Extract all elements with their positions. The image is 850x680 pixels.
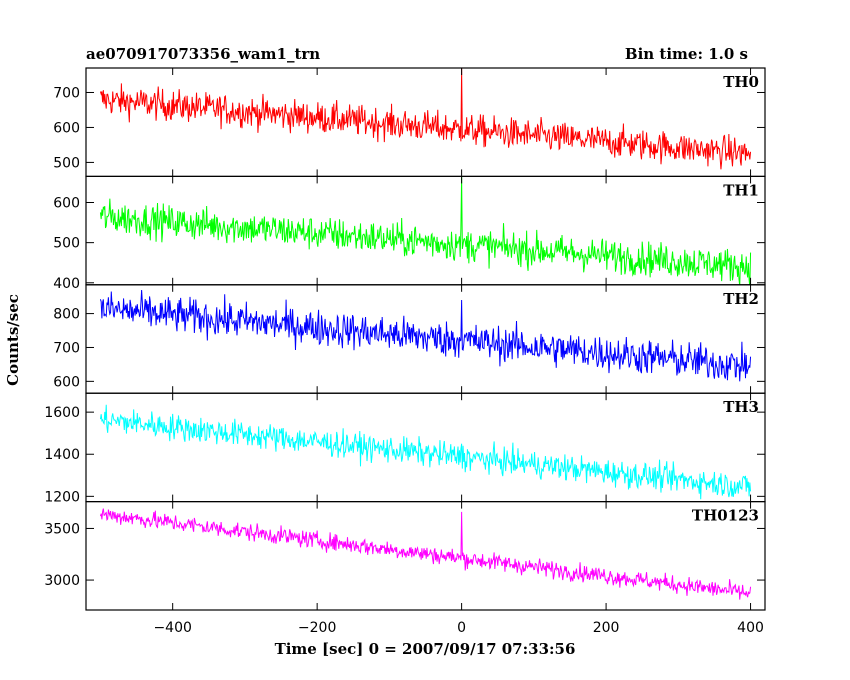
y-tick-label: 800 (53, 307, 80, 323)
panel-th0123: 3000 3500 TH0123 (44, 501, 766, 611)
panel-frame-th3 (85, 392, 766, 503)
y-tick-label: 400 (53, 276, 80, 292)
y-tick-label: 1200 (44, 489, 80, 505)
panel-label-th1: TH1 (723, 181, 759, 199)
y-tick-label: 700 (53, 85, 80, 101)
x-tick-label: 400 (737, 620, 764, 636)
panel-label-th3: TH3 (723, 398, 759, 416)
y-tick-label: 500 (53, 236, 80, 252)
x-tick-label: −400 (153, 620, 191, 636)
x-tick-label: 200 (593, 620, 620, 636)
panel-label-th0: TH0 (723, 73, 759, 91)
y-tick-label: 600 (53, 195, 80, 211)
panel-th2: 600 700 800 TH2 (53, 284, 766, 394)
chart-title: ae070917073356_wam1_trn (86, 45, 320, 63)
panel-th1: 400 500 600 TH1 (53, 175, 766, 292)
y-tick-label: 500 (53, 155, 80, 171)
panel-label-th2: TH2 (723, 290, 759, 308)
panel-th0: 500 600 700 TH0 (53, 67, 766, 178)
panel-th3: 1200 1400 1600 TH3 (44, 392, 766, 505)
y-axis-label: Counts/sec (4, 294, 22, 386)
y-tick-label: 600 (53, 120, 80, 136)
y-tick-label: 1600 (44, 405, 80, 421)
y-tick-label: 3500 (44, 521, 80, 537)
x-axis-label: Time [sec] 0 = 2007/09/17 07:33:56 (275, 640, 576, 658)
series-line-th2 (99, 290, 752, 382)
series-line-th0123 (99, 508, 752, 600)
panel-label-th0123: TH0123 (692, 507, 759, 525)
y-tick-label: 1400 (44, 447, 80, 463)
x-tick-label: −200 (298, 620, 336, 636)
panel-frame-th0123 (85, 501, 766, 611)
y-tick-label: 3000 (44, 573, 80, 589)
y-tick-label: 700 (53, 340, 80, 356)
bin-time-label: Bin time: 1.0 s (625, 45, 748, 63)
series-line-th1 (99, 176, 752, 285)
x-tick-label: 0 (457, 620, 466, 636)
panels-group: 500 600 700 TH0 400 500 600 TH1 600 700 800 TH2 1200… (44, 67, 766, 636)
y-tick-label: 600 (53, 374, 80, 390)
series-line-th3 (99, 404, 752, 500)
series-line-th0 (99, 68, 752, 170)
